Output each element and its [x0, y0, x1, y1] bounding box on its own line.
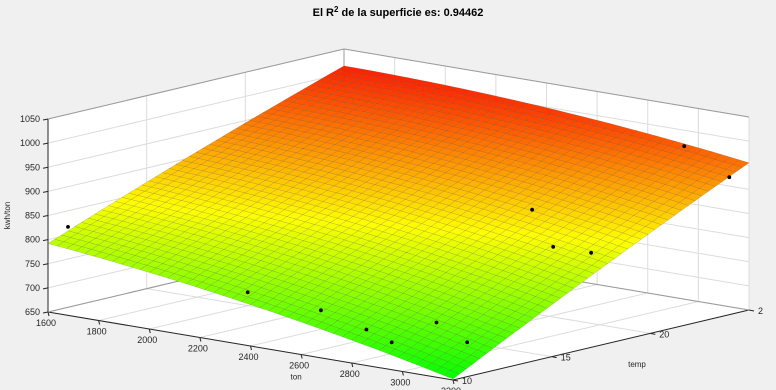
z-tick-label: 750	[25, 259, 40, 269]
box-edge	[47, 48, 345, 120]
y-tick-label: 15	[561, 353, 571, 363]
grid-line	[47, 72, 345, 144]
z-tick-mark	[42, 287, 49, 290]
data-point	[434, 320, 439, 325]
x-tick-mark	[98, 320, 101, 325]
z-tick-label: 850	[25, 211, 40, 221]
x-tick-label: 1800	[87, 327, 107, 337]
z-tick-mark	[42, 239, 49, 242]
chart-title: El R2 de la superficie es: 0.94462	[313, 5, 484, 19]
y-tick-mark	[650, 332, 656, 335]
z-tick-label: 1000	[20, 138, 40, 148]
x-tick-mark	[351, 362, 354, 368]
x-tick-mark	[199, 337, 202, 342]
z-tick-label: 650	[25, 307, 40, 317]
x-tick-mark	[401, 371, 404, 376]
surface-patch	[732, 159, 750, 168]
data-point	[530, 207, 534, 212]
x-tick-label: 2800	[340, 369, 360, 379]
data-point	[245, 290, 250, 295]
data-point	[66, 225, 70, 229]
data-point	[551, 245, 556, 249]
x-axis-label: ton	[291, 373, 302, 382]
z-tick-mark	[42, 166, 49, 169]
x-tick-label: 2000	[137, 335, 157, 345]
data-points	[66, 144, 732, 345]
z-tick-mark	[42, 215, 49, 217]
chart-title-superscript: 2	[334, 5, 339, 14]
z-axis-label: kwh/ton	[3, 202, 12, 230]
z-tick-label: 700	[25, 283, 40, 293]
x-tick-label: 2200	[188, 344, 208, 354]
fitted-surface	[47, 65, 750, 380]
z-tick-label: 1050	[20, 114, 40, 124]
z-tick-mark	[42, 263, 49, 266]
x-tick-label: 3200	[441, 386, 461, 390]
z-tick-label: 800	[25, 235, 40, 245]
x-tick-mark	[47, 311, 50, 317]
x-tick-mark	[300, 354, 303, 359]
axis-ticks: 1600180020002200240026002800300032006507…	[20, 114, 763, 390]
z-tick-label: 950	[25, 162, 40, 172]
chart-title-prefix: El R	[313, 7, 334, 19]
x-tick-mark	[250, 345, 252, 351]
z-tick-mark	[42, 311, 49, 314]
y-axis-label: temp	[628, 360, 646, 369]
y-tick-mark	[551, 356, 557, 359]
y-tick-label: 2	[758, 306, 763, 316]
data-point	[389, 340, 394, 345]
data-point	[682, 144, 687, 149]
x-tick-label: 3000	[390, 378, 410, 388]
y-tick-mark	[452, 379, 459, 382]
y-tick-mark	[748, 309, 755, 312]
x-tick-label: 2400	[238, 352, 258, 362]
y-tick-label: 10	[462, 376, 472, 386]
z-tick-mark	[42, 118, 49, 121]
x-tick-label: 2600	[289, 361, 309, 371]
box-edge	[343, 48, 750, 118]
z-tick-label: 900	[25, 186, 40, 196]
chart-title-suffix: de la superficie es: 0.94462	[338, 7, 483, 19]
y-axis-line	[452, 309, 750, 381]
data-point	[465, 340, 470, 345]
x-tick-mark	[452, 379, 455, 385]
x-tick-label: 1600	[36, 318, 56, 328]
x-tick-mark	[148, 328, 151, 334]
data-point	[589, 250, 593, 255]
z-tick-mark	[42, 190, 49, 193]
data-point	[319, 308, 323, 313]
data-point	[727, 175, 732, 180]
z-tick-mark	[42, 142, 49, 145]
data-point	[364, 327, 369, 332]
y-tick-label: 20	[659, 329, 669, 339]
